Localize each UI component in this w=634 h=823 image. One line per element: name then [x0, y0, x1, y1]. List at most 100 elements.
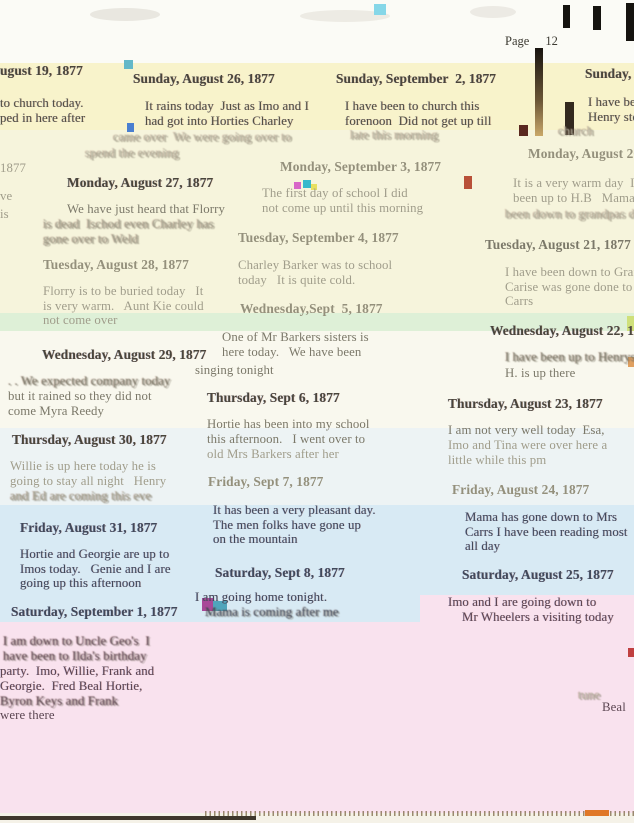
diary-entry-body: party. Imo, Willie, Frank and Georgie. F…	[0, 664, 155, 693]
scan-smudge	[300, 10, 390, 22]
diary-entry-body: to church today. ped in here after	[0, 96, 86, 125]
diary-entry-body: One of Mr Barkers sisters is here today.…	[222, 330, 369, 359]
scan-smudge	[90, 8, 160, 21]
diary-entry-heading: Saturday, August 25, 1877	[462, 567, 614, 582]
diary-entry-body: I have been up to Henrys Esa	[505, 350, 634, 364]
highlight-band-yellow	[0, 63, 634, 130]
diary-entry-body: Charley Barker was to school today It is…	[238, 258, 393, 287]
diary-entry-heading: Thursday, Sept 6, 1877	[207, 390, 340, 405]
highlight-band-green	[0, 313, 634, 331]
diary-entry-body: old Mrs Barkers after her	[207, 447, 339, 461]
diary-entry-body: It has been a very pleasant day. The men…	[213, 503, 376, 547]
diary-entry-body: Mama has gone down to Mrs Carrs I have b…	[465, 510, 628, 554]
scan-artifact-yellow	[311, 184, 317, 190]
scan-artifact-magenta	[294, 182, 301, 189]
highlight-band-cream	[0, 130, 634, 313]
diary-entry-body: Mr Wheelers a visiting today	[462, 610, 614, 624]
page-edge-orange	[585, 810, 609, 816]
scan-artifact-teal	[213, 601, 227, 611]
diary-entry-body: The first day of school I did not come u…	[262, 186, 424, 215]
diary-entry-body: were there	[0, 708, 55, 722]
diary-entry-body: but it rained so they did not come Myra …	[8, 389, 152, 418]
diary-entry-body: . . We expected company today	[8, 374, 171, 388]
diary-entry-body: and Ed are coming this eve	[10, 489, 152, 503]
text-fragment: 1877	[0, 161, 26, 175]
diary-entry-body: spend the evening	[85, 146, 180, 160]
diary-entry-heading: Saturday, Sept 8, 1877	[215, 565, 345, 580]
diary-entry-body: I am going home tonight.	[195, 590, 328, 604]
page-edge-pattern	[205, 811, 634, 816]
diary-entry-body: came over We were going over to	[113, 130, 292, 144]
scan-artifact-teal	[124, 60, 133, 69]
page-edge-bar	[0, 816, 256, 820]
diary-entry-body: I am down to Uncle Geo's I have been to …	[3, 634, 150, 663]
diary-entry-heading: Thursday, August 30, 1877	[12, 432, 167, 447]
text-fragment: is	[0, 207, 9, 221]
diary-entry-heading: Thursday, August 23, 1877	[448, 396, 603, 411]
diary-entry-heading: Tuesday, September 4, 1877	[238, 230, 399, 245]
page-label: Page	[505, 34, 530, 48]
diary-entry-heading: Wednesday, August 22, 1877	[490, 323, 634, 338]
diary-entry-body: I have been down to Grandpas Carise was …	[505, 265, 634, 309]
diary-entry-heading: Monday, September 3, 1877	[280, 159, 442, 174]
diary-entry-body: Mama is coming after me	[205, 605, 339, 619]
diary-entry-body: I am not very well today Esa,	[448, 423, 605, 437]
diary-entry-heading: Sunday, August 26, 1877	[133, 71, 275, 86]
scan-artifact-blue	[127, 123, 134, 132]
diary-entry-body: It rains today Just as Imo and I had got…	[145, 99, 309, 128]
scan-smudge	[470, 6, 516, 18]
diary-entry-heading: ugust 19, 1877	[0, 63, 83, 78]
page-number-header: Page 12	[505, 34, 558, 49]
diary-entry-heading: Wednesday,Sept 5, 1877	[240, 301, 383, 316]
scan-artifact-red	[464, 176, 472, 189]
diary-entry-body: Florry is to be buried today It is very …	[43, 284, 204, 328]
ink-mark	[519, 125, 528, 136]
page-number: 12	[545, 34, 558, 48]
highlight-band-pale-blue	[0, 428, 634, 505]
highlight-patch-pink	[420, 595, 634, 622]
diary-entry-body: been down to grandpas down	[505, 207, 634, 221]
diary-entry-body: Byron Keys and Frank	[0, 694, 119, 708]
diary-entry-heading: Saturday, September 1, 1877	[11, 604, 178, 619]
diary-entry-body: I have been to church this forenoon Did …	[345, 99, 492, 128]
diary-entry-body: H. is up there	[505, 366, 576, 380]
ink-mark	[593, 6, 601, 30]
diary-entry-heading: Friday, August 31, 1877	[20, 520, 158, 535]
text-fragment: Beal	[602, 700, 626, 714]
scan-artifact-green	[627, 316, 634, 331]
page-bottom-strip	[0, 813, 634, 823]
highlight-band-pink	[0, 622, 634, 813]
diary-entry-heading: Sunday, Au	[585, 66, 632, 81]
diary-entry-heading: Wednesday, August 29, 1877	[42, 347, 207, 362]
diary-entry-heading: Tuesday, August 28, 1877	[43, 257, 189, 272]
scan-artifact-cyan	[374, 4, 386, 15]
diary-entry-body: Imo and Tina were over here a little whi…	[448, 438, 608, 467]
diary-entry-body: late this morning	[350, 128, 439, 142]
diary-entry-body: I have bee Henry sto	[588, 95, 634, 124]
diary-entry-body: Hortie has been into my school this afte…	[207, 417, 370, 446]
highlight-band-white	[0, 331, 634, 428]
ink-mark	[626, 3, 634, 41]
diary-entry-body: Hortie and Georgie are up to Imos today.…	[20, 547, 171, 591]
diary-entry-body: church	[558, 124, 594, 138]
diary-entry-body: Willie is up here today he is going to s…	[10, 459, 167, 488]
scan-artifact-teal	[303, 180, 311, 188]
scan-artifact-magenta	[202, 598, 213, 611]
scan-artifact-orange	[628, 357, 634, 367]
ink-mark	[563, 5, 570, 28]
diary-entry-heading: Monday, August 27, 1877	[67, 175, 214, 190]
diary-entry-heading: Friday, Sept 7, 1877	[208, 474, 324, 489]
diary-entry-heading: Tuesday, August 21, 1877	[485, 237, 631, 252]
diary-entry-body: We have just heard that Florry	[67, 202, 225, 216]
diary-entry-heading: Monday, August 20, 1877	[528, 146, 634, 161]
diary-entry-body: is dead Ischod even Charley has gone ove…	[43, 217, 214, 246]
scan-artifact-red	[628, 648, 634, 657]
diary-entry-heading: Sunday, September 2, 1877	[336, 71, 497, 86]
diary-entry-body: singing tonight	[195, 363, 274, 377]
ink-mark	[565, 102, 574, 135]
diary-entry-heading: Friday, August 24, 1877	[452, 482, 590, 497]
diary-entry-body: It is a very warm day I have been up to …	[513, 176, 634, 205]
text-fragment: tune	[578, 688, 601, 702]
binding-bar	[535, 48, 543, 136]
